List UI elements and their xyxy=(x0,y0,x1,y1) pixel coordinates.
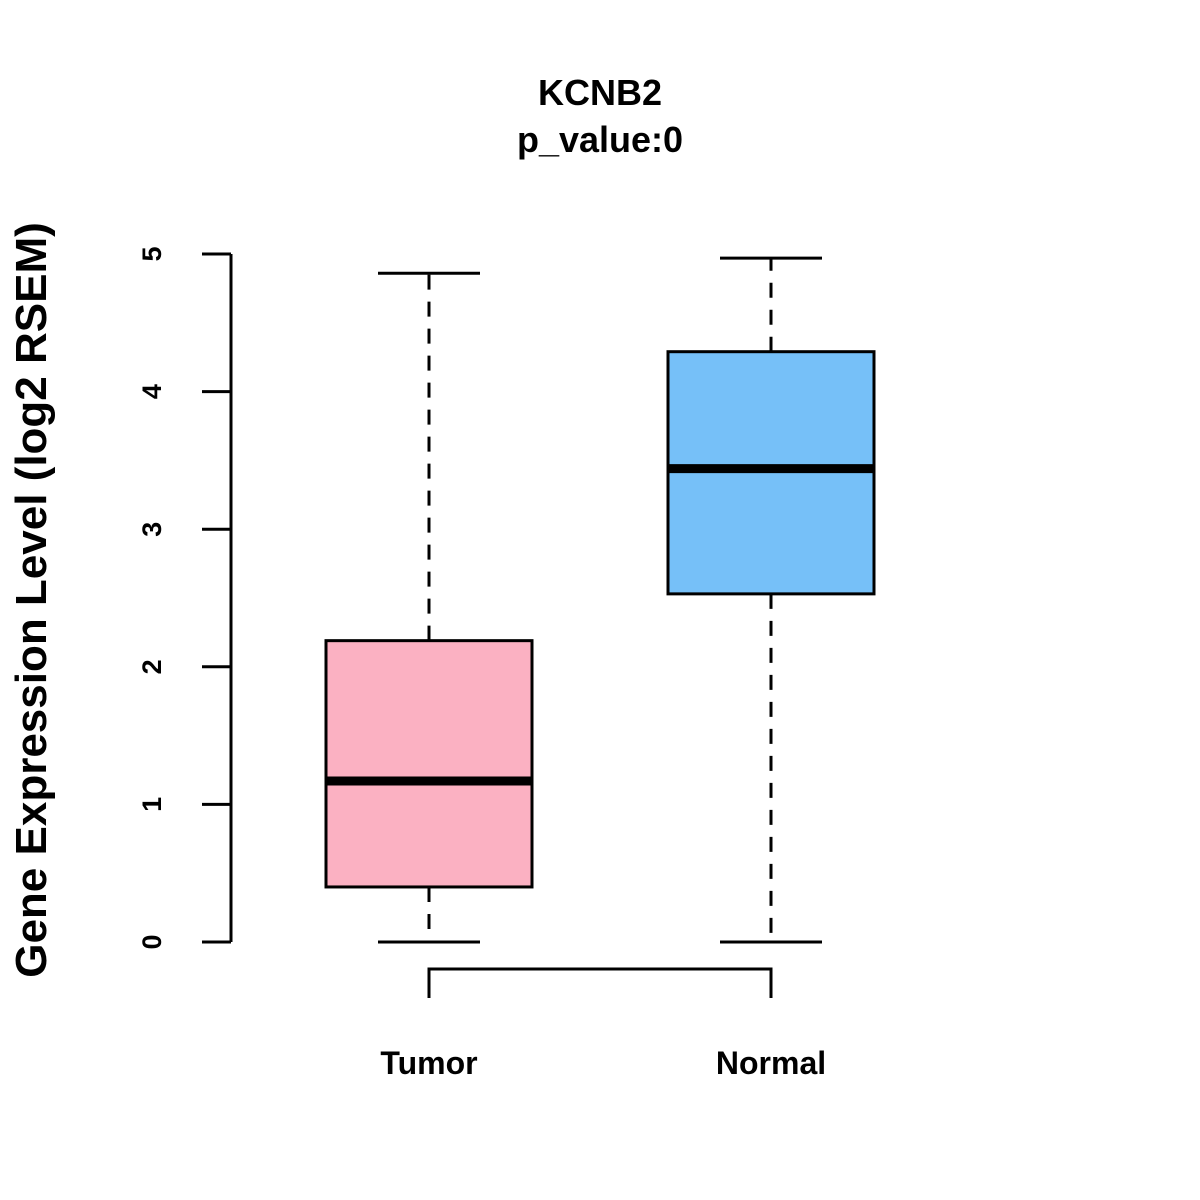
iqr-box xyxy=(324,639,534,889)
y-tick-label: 0 xyxy=(137,934,167,949)
comparison-bracket xyxy=(427,967,773,998)
chart-title: KCNB2 xyxy=(538,72,662,113)
y-tick-label: 3 xyxy=(137,522,167,537)
y-tick-label: 1 xyxy=(137,797,167,812)
box-normal xyxy=(666,256,876,944)
boxes-layer xyxy=(324,256,876,944)
x-category-label: Normal xyxy=(716,1045,826,1081)
chart-subtitle: p_value:0 xyxy=(517,119,683,160)
bracket-line xyxy=(427,967,773,998)
y-axis-label: Gene Expression Level (log2 RSEM) xyxy=(7,222,56,978)
x-axis-labels: Tumor Normal xyxy=(380,1045,826,1081)
y-tick-label: 4 xyxy=(137,384,167,399)
y-tick-label: 5 xyxy=(137,246,167,261)
y-axis: 0 1 2 3 4 5 xyxy=(137,246,233,950)
box-tumor xyxy=(324,271,534,944)
y-tick-label: 2 xyxy=(137,659,167,674)
x-category-label: Tumor xyxy=(380,1045,477,1081)
